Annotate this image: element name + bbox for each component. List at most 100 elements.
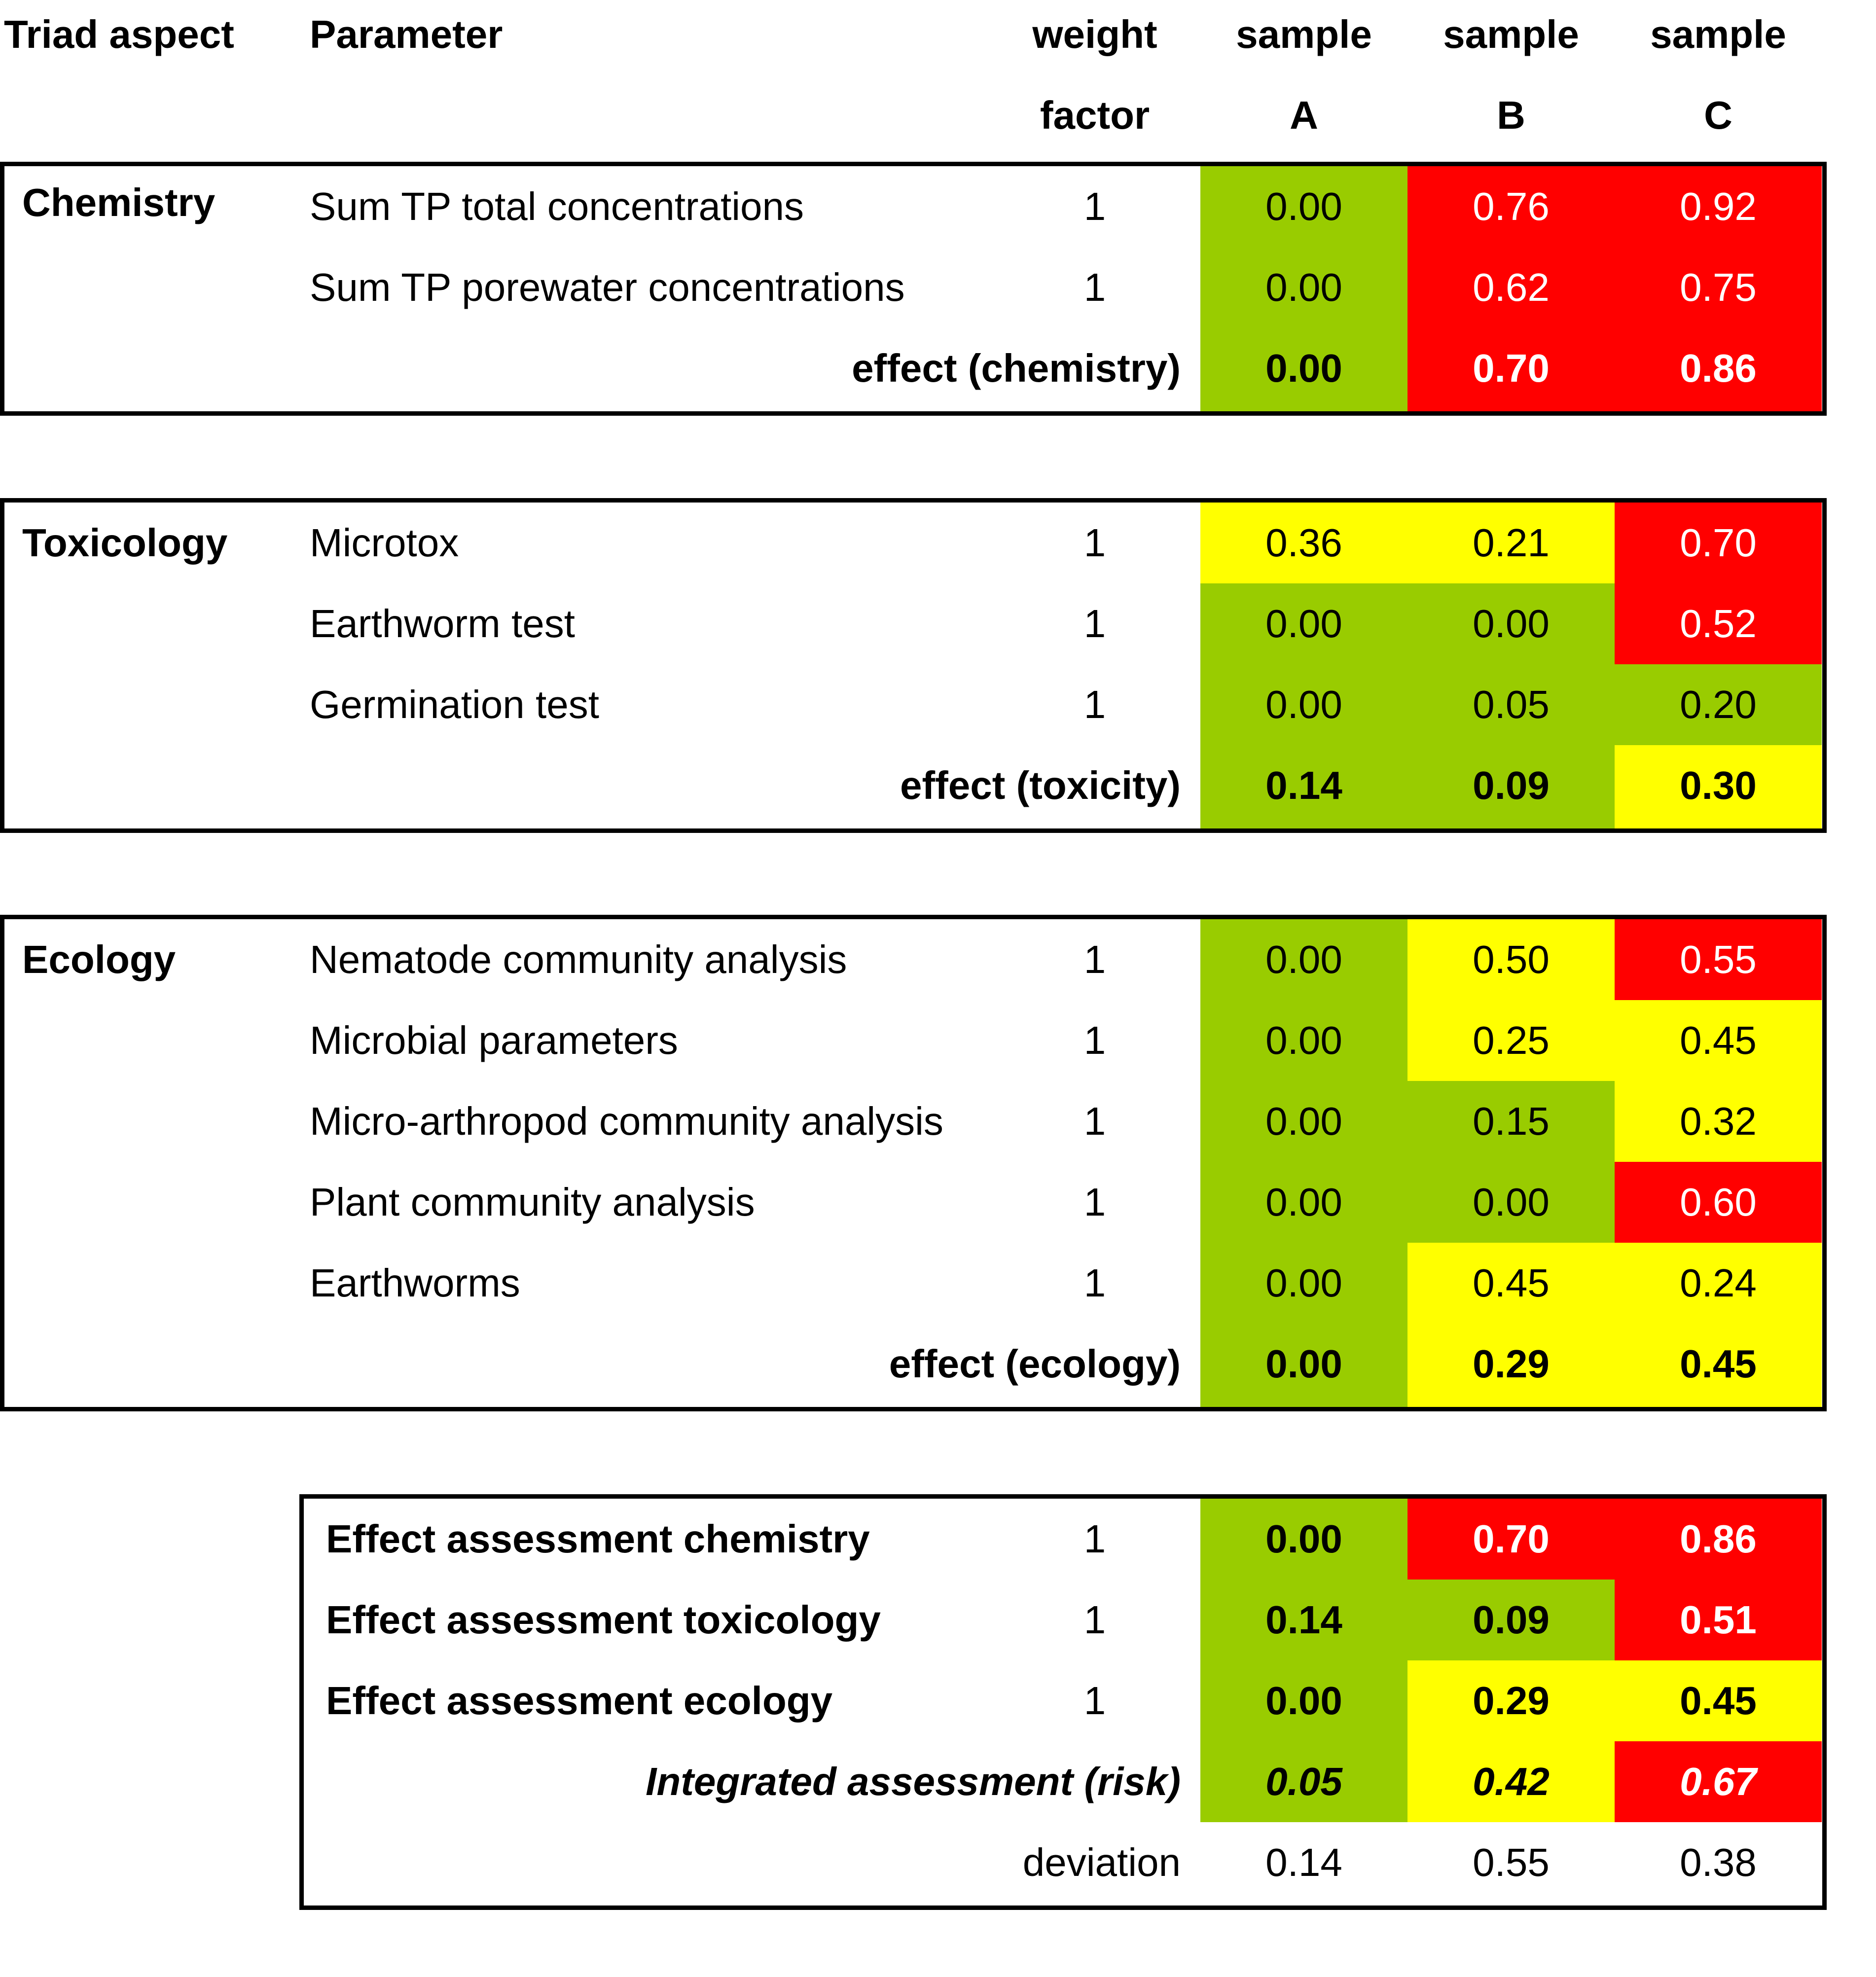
effect-a: 0.00: [1200, 1324, 1407, 1407]
cell-a: 0.00: [1200, 1243, 1407, 1324]
cell-b: 0.15: [1407, 1081, 1615, 1162]
cell-c: 0.52: [1615, 583, 1822, 664]
parameter-label: Earthworm test: [310, 602, 575, 646]
parameter-label: Microtox: [310, 521, 459, 565]
effect-label: effect (ecology): [889, 1342, 1181, 1386]
parameter-label: Nematode community analysis: [310, 937, 847, 981]
integrated-c: 0.67: [1615, 1741, 1822, 1822]
weight-value: 1: [1083, 683, 1106, 726]
cell-c: 0.32: [1615, 1081, 1822, 1162]
cell-a: 0.00: [1200, 247, 1407, 328]
summary-a: 0.14: [1200, 1580, 1407, 1660]
weight-value: 1: [1083, 937, 1106, 981]
cell-c: 0.20: [1615, 664, 1822, 745]
toxicology-section: 0.36 0.21 0.70 0.00 0.00 0.52 0.00 0.05 …: [0, 498, 1827, 833]
cell-b: 0.76: [1407, 166, 1615, 247]
weight-value: 1: [1083, 1679, 1106, 1723]
header-sample-b-letter: B: [1497, 93, 1525, 137]
weight-value: 1: [1083, 1517, 1106, 1561]
effect-b: 0.09: [1407, 745, 1615, 828]
header-sample-a-letter: A: [1290, 93, 1318, 137]
summary-label: Effect assessment ecology: [326, 1679, 833, 1723]
cell-a: 0.00: [1200, 1000, 1407, 1081]
weight-value: 1: [1083, 1598, 1106, 1642]
cell-c: 0.55: [1615, 919, 1822, 1000]
effect-c: 0.45: [1615, 1324, 1822, 1407]
cell-b: 0.21: [1407, 503, 1615, 583]
parameter-label: Germination test: [310, 683, 599, 726]
weight-value: 1: [1083, 1180, 1106, 1224]
cell-b: 0.00: [1407, 1162, 1615, 1243]
header-weight: weight: [1032, 12, 1157, 56]
cell-c: 0.92: [1615, 166, 1822, 247]
effect-b: 0.70: [1407, 328, 1615, 411]
cell-a: 0.00: [1200, 919, 1407, 1000]
chemistry-section: 0.00 0.76 0.92 0.00 0.62 0.75 0.00 0.70 …: [0, 162, 1827, 416]
cell-c: 0.45: [1615, 1000, 1822, 1081]
weight-value: 1: [1083, 184, 1106, 228]
summary-c: 0.86: [1615, 1499, 1822, 1580]
weight-value: 1: [1083, 602, 1106, 646]
integrated-label: Integrated assessment (risk): [646, 1760, 1181, 1803]
cell-c: 0.60: [1615, 1162, 1822, 1243]
aspect-label: Toxicology: [22, 521, 228, 565]
aspect-label: Chemistry: [22, 180, 216, 224]
weight-value: 1: [1083, 521, 1106, 565]
cell-c: 0.24: [1615, 1243, 1822, 1324]
weight-value: 1: [1083, 265, 1106, 309]
integrated-b: 0.42: [1407, 1741, 1615, 1822]
weight-value: 1: [1083, 1261, 1106, 1305]
summary-a: 0.00: [1200, 1499, 1407, 1580]
parameter-label: Sum TP total concentrations: [310, 184, 804, 228]
cell-a: 0.00: [1200, 664, 1407, 745]
parameter-label: Microbial parameters: [310, 1018, 678, 1062]
weight-value: 1: [1083, 1018, 1106, 1062]
cell-a: 0.00: [1200, 1162, 1407, 1243]
parameter-label: Sum TP porewater concentrations: [310, 265, 905, 309]
effect-b: 0.29: [1407, 1324, 1615, 1407]
cell-b: 0.50: [1407, 919, 1615, 1000]
cell-c: 0.70: [1615, 503, 1822, 583]
header-parameter: Parameter: [310, 12, 503, 56]
deviation-a: 0.14: [1200, 1822, 1407, 1903]
header-sample-c-word: sample: [1650, 12, 1786, 56]
header-factor: factor: [1040, 93, 1150, 137]
summary-a: 0.00: [1200, 1660, 1407, 1741]
deviation-b: 0.55: [1407, 1822, 1615, 1903]
effect-c: 0.30: [1615, 745, 1822, 828]
cell-b: 0.25: [1407, 1000, 1615, 1081]
parameter-label: Micro-arthropod community analysis: [310, 1099, 943, 1143]
summary-b: 0.09: [1407, 1580, 1615, 1660]
deviation-label: deviation: [1022, 1840, 1181, 1884]
ecology-section: 0.00 0.50 0.55 0.00 0.25 0.45 0.00 0.15 …: [0, 915, 1827, 1411]
summary-label: Effect assessment chemistry: [326, 1517, 870, 1561]
header-sample-c-letter: C: [1704, 93, 1732, 137]
effect-c: 0.86: [1615, 328, 1822, 411]
cell-a: 0.00: [1200, 583, 1407, 664]
parameter-label: Earthworms: [310, 1261, 520, 1305]
effect-a: 0.00: [1200, 328, 1407, 411]
summary-label: Effect assessment toxicology: [326, 1598, 881, 1642]
summary-section: 0.00 0.70 0.86 0.14 0.09 0.51 0.00 0.29 …: [299, 1494, 1827, 1910]
weight-value: 1: [1083, 1099, 1106, 1143]
cell-b: 0.05: [1407, 664, 1615, 745]
cell-c: 0.75: [1615, 247, 1822, 328]
summary-c: 0.45: [1615, 1660, 1822, 1741]
deviation-c: 0.38: [1615, 1822, 1822, 1903]
effect-label: effect (chemistry): [852, 346, 1181, 390]
header-sample-b-word: sample: [1443, 12, 1579, 56]
summary-b: 0.29: [1407, 1660, 1615, 1741]
cell-a: 0.00: [1200, 1081, 1407, 1162]
cell-b: 0.45: [1407, 1243, 1615, 1324]
summary-c: 0.51: [1615, 1580, 1822, 1660]
integrated-a: 0.05: [1200, 1741, 1407, 1822]
cell-b: 0.00: [1407, 583, 1615, 664]
effect-a: 0.14: [1200, 745, 1407, 828]
effect-label: effect (toxicity): [900, 763, 1181, 807]
cell-b: 0.62: [1407, 247, 1615, 328]
header-sample-a-word: sample: [1236, 12, 1372, 56]
header-triad-aspect: Triad aspect: [4, 12, 234, 56]
summary-b: 0.70: [1407, 1499, 1615, 1580]
cell-a: 0.00: [1200, 166, 1407, 247]
aspect-label: Ecology: [22, 937, 176, 981]
